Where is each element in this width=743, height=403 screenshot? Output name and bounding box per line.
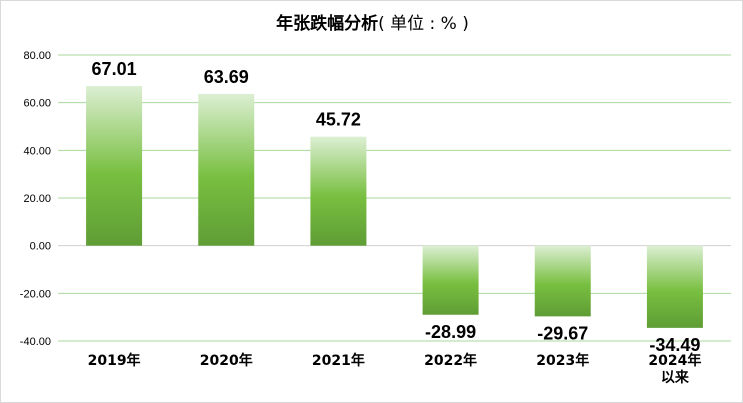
y-tick-label: 0.00: [30, 241, 51, 253]
x-tick-label: 2024年以来: [648, 352, 701, 386]
bar: [646, 245, 703, 328]
data-label: -28.99: [425, 322, 476, 342]
x-tick-label: 2022年: [424, 352, 477, 369]
data-label: -34.49: [649, 335, 700, 355]
bar: [422, 245, 479, 315]
x-tick-label: 2020年: [200, 352, 253, 369]
chart-title-unit: ( 单位 : % ): [378, 14, 469, 34]
y-tick-label: -40.00: [20, 336, 51, 348]
data-label: 63.69: [204, 67, 249, 87]
x-tick-label: 2023年: [536, 352, 589, 369]
y-tick-label: -20.00: [20, 288, 51, 300]
bar: [198, 93, 255, 246]
chart-title: 年张跌幅分析( 单位 : % ): [1, 9, 742, 34]
bar: [534, 245, 591, 317]
x-tick-label: 2019年: [88, 352, 141, 369]
data-label: -29.67: [537, 323, 588, 343]
bar: [86, 85, 143, 246]
y-tick-label: 60.00: [23, 98, 51, 110]
data-label: 67.01: [92, 59, 137, 79]
x-tick-label: 2021年: [312, 352, 365, 369]
data-label: 45.72: [316, 110, 361, 130]
bar: [310, 136, 367, 246]
y-tick-label: 40.00: [23, 145, 51, 157]
chart-title-text: 年张跌幅分析: [276, 14, 379, 34]
y-tick-label: 80.00: [23, 50, 51, 62]
y-tick-label: 20.00: [23, 193, 51, 205]
